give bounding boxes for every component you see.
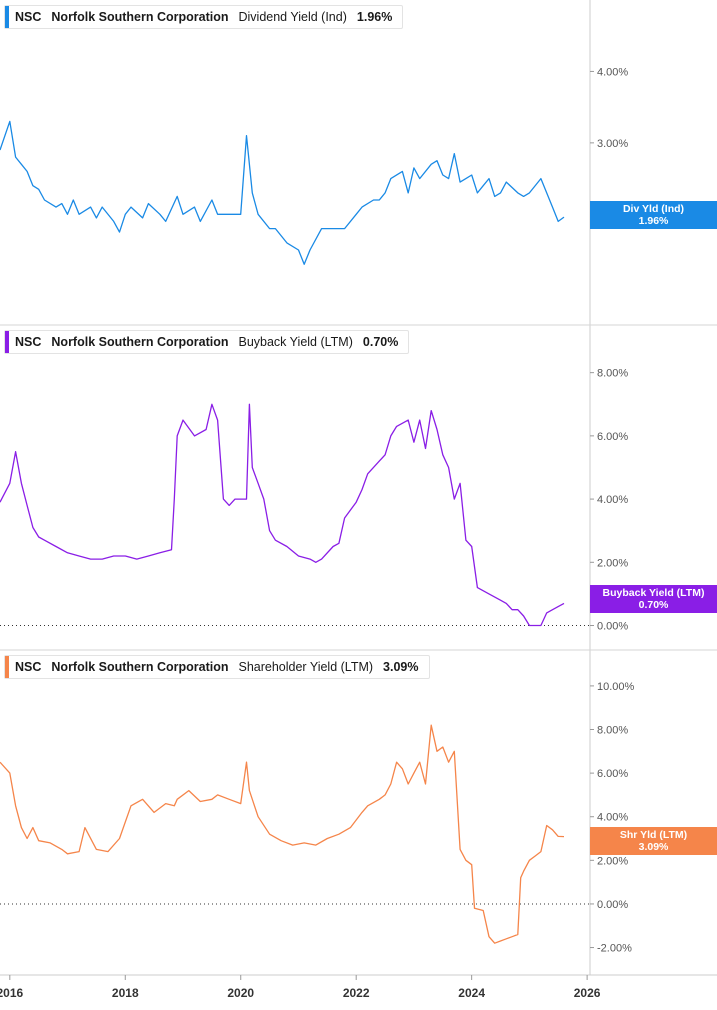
y-tick-label: 8.00% bbox=[597, 368, 628, 380]
y-tick-label: 10.00% bbox=[597, 681, 635, 693]
company-name: Norfolk Southern Corporation bbox=[51, 10, 229, 24]
x-tick-label: 2016 bbox=[0, 986, 23, 1000]
x-tick-label: 2018 bbox=[112, 986, 139, 1000]
metric-name: Dividend Yield (Ind) bbox=[238, 10, 347, 24]
flag-title: Div Yld (Ind) bbox=[622, 203, 685, 215]
flag-title: Shr Yld (LTM) bbox=[619, 829, 688, 841]
y-tick-label: -2.00% bbox=[597, 943, 632, 955]
y-tick-label: 6.00% bbox=[597, 768, 628, 780]
series-color-swatch bbox=[5, 6, 9, 28]
ticker-label: NSC bbox=[15, 660, 42, 674]
flag-value: 0.70% bbox=[638, 599, 669, 611]
series-line bbox=[0, 120, 565, 265]
y-tick-label: 0.00% bbox=[597, 621, 628, 633]
panel-3-legend[interactable]: NSC Norfolk Southern Corporation Shareho… bbox=[4, 655, 430, 679]
metric-name: Buyback Yield (LTM) bbox=[238, 335, 353, 349]
series-line bbox=[0, 724, 565, 944]
panel-2-legend[interactable]: NSC Norfolk Southern Corporation Buyback… bbox=[4, 330, 410, 354]
company-name: Norfolk Southern Corporation bbox=[51, 660, 229, 674]
y-tick-label: 3.00% bbox=[597, 138, 628, 150]
shareholder-last-value-flag: Shr Yld (LTM) 3.09% bbox=[590, 827, 717, 855]
y-tick-label: 0.00% bbox=[597, 899, 628, 911]
x-tick-label: 2022 bbox=[343, 986, 370, 1000]
flag-title: Buyback Yield (LTM) bbox=[602, 587, 705, 599]
x-tick-label: 2020 bbox=[227, 986, 254, 1000]
flag-value: 1.96% bbox=[638, 215, 669, 227]
y-tick-label: 4.00% bbox=[597, 812, 628, 824]
y-tick-label: 8.00% bbox=[597, 725, 628, 737]
series-line bbox=[0, 403, 565, 627]
y-tick-label: 4.00% bbox=[597, 66, 628, 78]
series-color-swatch bbox=[5, 331, 9, 353]
flag-value: 3.09% bbox=[638, 841, 669, 853]
buyback-last-value-flag: Buyback Yield (LTM) 0.70% bbox=[590, 585, 717, 613]
metric-value: 0.70% bbox=[362, 335, 399, 349]
x-tick-label: 2024 bbox=[458, 986, 485, 1000]
metric-value: 1.96% bbox=[356, 10, 393, 24]
y-tick-label: 6.00% bbox=[597, 431, 628, 443]
ticker-label: NSC bbox=[15, 335, 42, 349]
series-color-swatch bbox=[5, 656, 9, 678]
y-tick-label: 2.00% bbox=[597, 855, 628, 867]
metric-name: Shareholder Yield (LTM) bbox=[238, 660, 374, 674]
dividend-last-value-flag: Div Yld (Ind) 1.96% bbox=[590, 201, 717, 229]
ticker-label: NSC bbox=[15, 10, 42, 24]
panel-1-legend[interactable]: NSC Norfolk Southern Corporation Dividen… bbox=[4, 5, 404, 29]
y-tick-label: 4.00% bbox=[597, 494, 628, 506]
company-name: Norfolk Southern Corporation bbox=[51, 335, 229, 349]
y-tick-label: 2.00% bbox=[597, 557, 628, 569]
x-tick-label: 2026 bbox=[574, 986, 601, 1000]
metric-value: 3.09% bbox=[383, 660, 419, 674]
